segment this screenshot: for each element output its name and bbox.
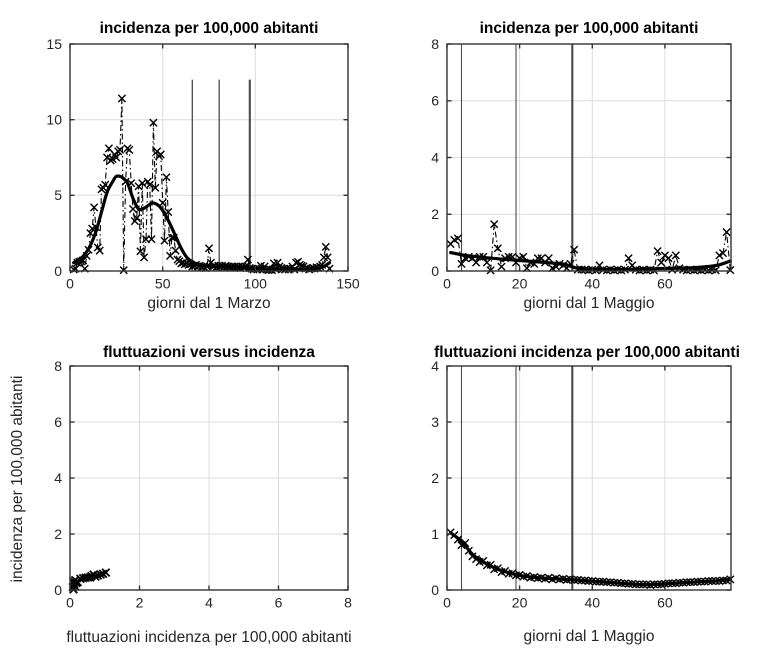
x-tick-label: 60 — [657, 275, 673, 291]
x-tick-label: 0 — [66, 275, 74, 291]
x-tick-label: 8 — [344, 594, 352, 610]
y-tick-label: 0 — [431, 263, 439, 279]
chart1-title: incidenza per 100,000 abitanti — [100, 20, 319, 37]
event-lines — [460, 366, 574, 590]
event-lines — [460, 44, 574, 271]
chart2-plot: 0 20 40 60 0 2 4 6 8 — [431, 36, 735, 291]
y-tick-label: 2 — [431, 470, 439, 486]
y-tick-label: 10 — [46, 112, 62, 128]
x-tick-label: 150 — [336, 275, 360, 291]
chart3-plot: 0 2 4 6 8 0 2 4 6 8 — [54, 358, 352, 611]
axes-box — [69, 43, 349, 272]
y-tick-label: 6 — [54, 414, 62, 430]
grid-lines — [70, 44, 348, 271]
series-smooth — [72, 174, 332, 272]
event-lines — [191, 79, 251, 271]
chart4-plot: 0 20 40 60 0 1 2 3 4 — [431, 358, 735, 610]
x-markers — [68, 568, 111, 594]
chart4-title: fluttuazioni incidenza per 100,000 abita… — [434, 344, 740, 361]
y-tick-label: 0 — [54, 263, 62, 279]
x-tick-label: 0 — [443, 594, 451, 610]
grid-lines — [447, 366, 731, 590]
x-tick-label: 100 — [244, 275, 268, 291]
x-tick-label: 0 — [66, 594, 74, 610]
x-tick-label: 40 — [585, 275, 601, 291]
x-tick-label: 60 — [657, 594, 673, 610]
chart1-xlabel: giorni dal 1 Marzo — [147, 295, 270, 312]
series-trail — [68, 568, 111, 594]
x-tick-label: 2 — [136, 594, 144, 610]
y-tick-label: 6 — [431, 93, 439, 109]
grid-lines — [70, 366, 348, 590]
y-tick-label: 15 — [46, 36, 62, 52]
chart3-title: fluttuazioni versus incidenza — [103, 344, 315, 361]
axes-box — [446, 365, 732, 591]
x-tick-label: 20 — [512, 594, 528, 610]
y-tick-label: 5 — [54, 187, 62, 203]
series-smooth — [449, 531, 732, 587]
chart2-xlabel: giorni dal 1 Maggio — [524, 295, 655, 312]
y-tick-label: 1 — [431, 526, 439, 542]
y-tick-label: 0 — [431, 582, 439, 598]
axes-box — [69, 365, 349, 591]
y-tick-label: 4 — [54, 470, 62, 486]
chart4-xlabel: giorni dal 1 Maggio — [524, 628, 655, 645]
y-tick-label: 3 — [431, 414, 439, 430]
y-tick-label: 2 — [54, 526, 62, 542]
x-tick-label: 40 — [585, 594, 601, 610]
y-tick-label: 0 — [54, 582, 62, 598]
y-tick-label: 4 — [431, 149, 439, 165]
grid-lines — [447, 44, 731, 271]
y-tick-label: 8 — [431, 36, 439, 52]
x-tick-label: 6 — [275, 594, 283, 610]
y-tick-label: 4 — [431, 358, 439, 374]
x-tick-label: 50 — [155, 275, 171, 291]
x-tick-label: 20 — [512, 275, 528, 291]
x-tick-label: 0 — [443, 275, 451, 291]
series-noisy — [446, 220, 735, 275]
x-tick-label: 4 — [205, 594, 213, 610]
y-tick-label: 8 — [54, 358, 62, 374]
axes-box — [446, 43, 732, 272]
y-tick-label: 2 — [431, 206, 439, 222]
x-markers — [446, 220, 735, 275]
chart3-ylabel: incidenza per 100,000 abitanti — [9, 376, 26, 583]
chart1-plot: 0 50 100 150 0 5 10 15 — [46, 36, 359, 292]
chart2-title: incidenza per 100,000 abitanti — [480, 20, 699, 37]
chart3-xlabel: fluttuazioni incidenza per 100,000 abita… — [66, 629, 351, 646]
